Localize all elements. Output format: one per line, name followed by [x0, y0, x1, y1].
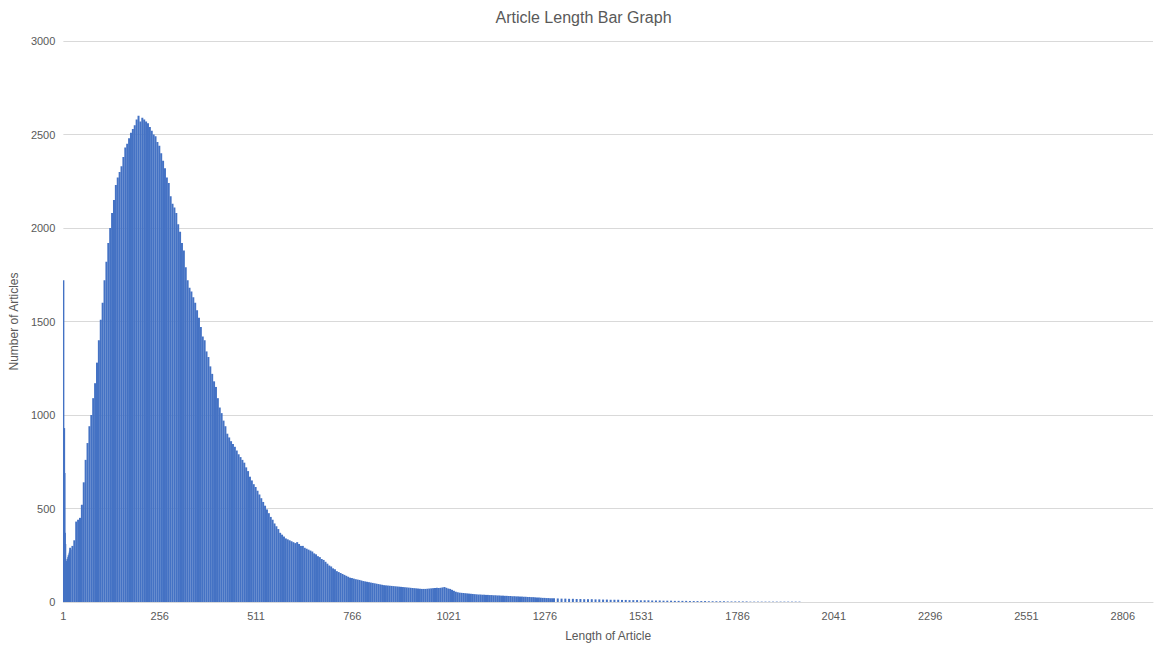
svg-text:2000: 2000	[31, 222, 55, 234]
svg-text:256: 256	[151, 610, 169, 622]
svg-text:1021: 1021	[436, 610, 460, 622]
svg-text:766: 766	[343, 610, 361, 622]
svg-text:2806: 2806	[1111, 610, 1135, 622]
svg-text:511: 511	[247, 610, 265, 622]
svg-text:2551: 2551	[1014, 610, 1038, 622]
svg-text:1000: 1000	[31, 409, 55, 421]
svg-text:1531: 1531	[629, 610, 653, 622]
svg-text:1500: 1500	[31, 316, 55, 328]
svg-text:Article Length Bar Graph: Article Length Bar Graph	[495, 9, 671, 26]
svg-text:Length of Article: Length of Article	[565, 629, 651, 643]
svg-text:Number of Articles: Number of Articles	[7, 272, 21, 370]
svg-text:1: 1	[60, 610, 66, 622]
svg-text:1276: 1276	[533, 610, 557, 622]
svg-text:3000: 3000	[31, 35, 55, 47]
svg-text:2296: 2296	[918, 610, 942, 622]
svg-text:2500: 2500	[31, 129, 55, 141]
svg-text:2041: 2041	[822, 610, 846, 622]
svg-text:1786: 1786	[725, 610, 749, 622]
svg-text:500: 500	[37, 503, 55, 515]
svg-text:0: 0	[49, 596, 55, 608]
